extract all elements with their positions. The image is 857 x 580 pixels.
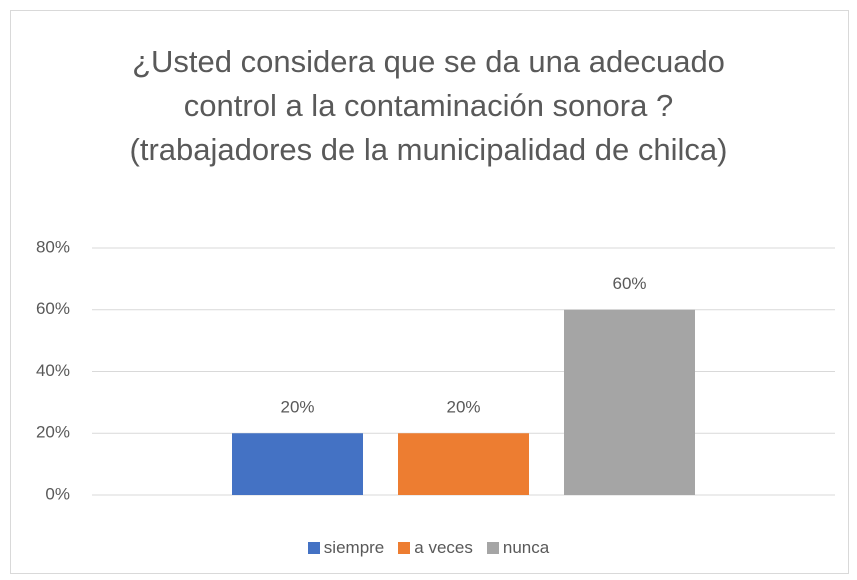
legend-label: a veces xyxy=(414,538,473,557)
y-tick-label: 40% xyxy=(36,361,70,380)
legend-item: nunca xyxy=(486,538,550,558)
legend: siempre a veces nunca xyxy=(0,538,857,558)
y-tick-label: 20% xyxy=(36,423,70,442)
bar xyxy=(398,433,529,495)
y-tick-label: 80% xyxy=(36,237,70,256)
bar xyxy=(564,309,695,495)
legend-swatch xyxy=(307,542,320,554)
bar xyxy=(232,433,363,495)
title-line: control a la contaminación sonora ? xyxy=(183,88,674,123)
legend-item: siempre xyxy=(307,538,385,558)
data-label: 20% xyxy=(446,398,480,417)
title-line: ¿Usted considera que se da una adecuado xyxy=(132,44,725,79)
legend-swatch xyxy=(486,542,499,554)
legend-item: a veces xyxy=(398,538,473,558)
legend-swatch xyxy=(398,542,411,554)
legend-label: siempre xyxy=(323,538,385,557)
y-tick-label: 60% xyxy=(36,299,70,318)
chart-frame xyxy=(10,10,849,574)
chart-title: ¿Usted considera que se da una adecuado … xyxy=(0,40,857,172)
y-tick-label: 0% xyxy=(45,484,70,503)
legend-label: nunca xyxy=(502,538,550,557)
data-label: 20% xyxy=(280,398,314,417)
title-line: (trabajadores de la municipalidad de chi… xyxy=(129,132,728,167)
data-label: 60% xyxy=(612,274,646,293)
